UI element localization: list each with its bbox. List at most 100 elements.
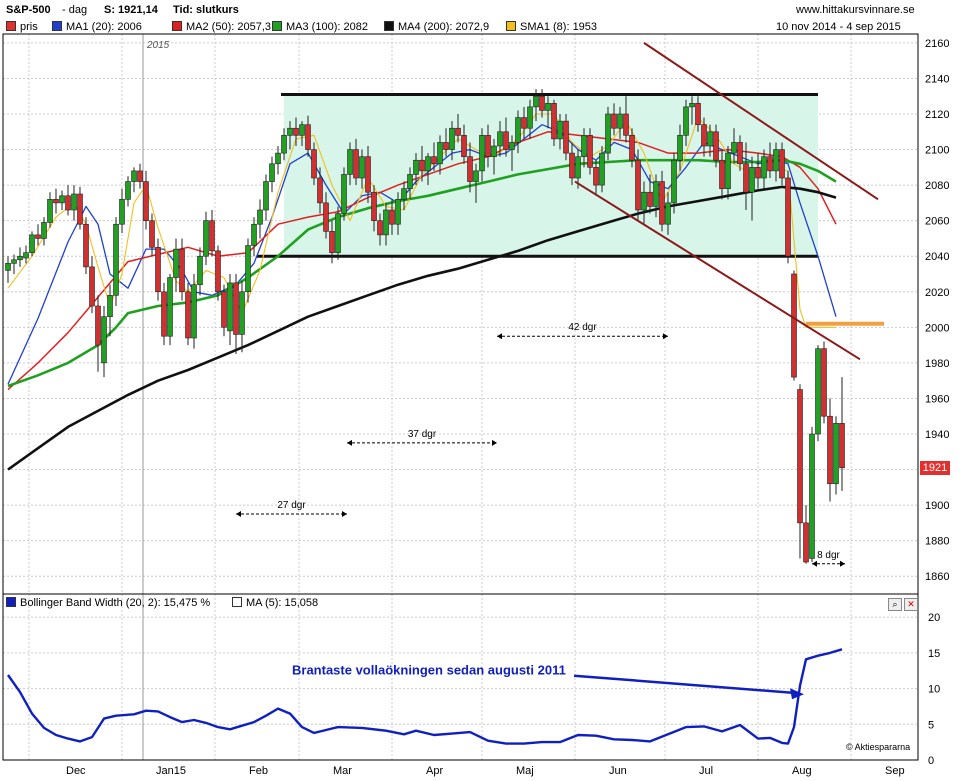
copyright-label: © Aktiespararna <box>846 742 911 752</box>
candle-body <box>665 202 671 225</box>
candle-body <box>749 167 755 193</box>
x-tick-label: Dec <box>66 765 86 777</box>
candle-body <box>347 149 353 175</box>
annotation-arrow <box>573 674 795 695</box>
legend-item-ma1: MA1 (20): 2006 <box>52 21 142 33</box>
candle-body <box>317 177 323 204</box>
candle-body <box>815 348 821 435</box>
legend-item-ma4: MA4 (200): 2072,9 <box>384 21 489 33</box>
candle-body <box>497 131 503 147</box>
legend-label: SMA1 (8): 1953 <box>520 21 598 33</box>
date-range-label: 10 nov 2014 - 4 sep 2015 <box>776 21 901 33</box>
close-icon[interactable]: ✕ <box>904 598 918 611</box>
legend-label: MA1 (20): 2006 <box>66 21 142 33</box>
y-tick-label: 2100 <box>925 145 949 157</box>
candle-body <box>185 291 191 339</box>
candle-body <box>335 213 341 253</box>
candle-body <box>581 135 587 157</box>
candle-body <box>419 159 425 172</box>
x-tick-label: Jul <box>699 765 713 777</box>
y-tick-label: 2000 <box>925 322 949 334</box>
candle-body <box>473 170 479 182</box>
website-label: www.hittakursvinnare.se <box>796 4 915 16</box>
y-tick-label: 1860 <box>925 571 949 583</box>
y-tick-label: 2120 <box>925 109 949 121</box>
period-label: - dag <box>62 4 88 16</box>
candle-body <box>47 199 53 223</box>
candle-body <box>761 156 767 179</box>
candle-body <box>641 191 647 211</box>
candle-body <box>743 163 749 193</box>
candle-body <box>503 131 509 150</box>
volatility-annotation: Brantaste vollaökningen sedan augusti 20… <box>292 662 566 677</box>
candle-body <box>269 163 275 182</box>
candle-body <box>71 193 77 211</box>
candle-body <box>149 220 155 248</box>
candle-body <box>305 124 311 150</box>
last-price-tag: 1921 <box>920 460 950 475</box>
candle-body <box>191 284 197 339</box>
candle-body <box>575 156 581 179</box>
candle-body <box>215 250 221 293</box>
y-tick-label: 10 <box>928 684 940 696</box>
candle-body <box>443 142 449 150</box>
bollinger-width-line <box>7 648 843 745</box>
candle-body <box>125 181 131 200</box>
candle-body <box>593 167 599 186</box>
candle-body <box>59 195 65 204</box>
symbol-label: S&P-500 <box>6 4 51 16</box>
candle-body <box>173 248 179 278</box>
candle-body <box>323 202 329 232</box>
candle-body <box>677 135 683 161</box>
candle-body <box>539 95 545 111</box>
candle-body <box>509 142 515 150</box>
arrow-head <box>663 333 668 340</box>
candle-body <box>437 142 443 165</box>
candle-body <box>341 174 347 214</box>
annotation-arrow-head <box>790 688 804 700</box>
x-tick-label: Maj <box>516 765 534 777</box>
candle-body <box>311 149 317 179</box>
candle-body <box>689 103 695 108</box>
y-tick-label: 20 <box>928 612 940 624</box>
legend-label: pris <box>20 21 38 33</box>
x-tick-label: Feb <box>249 765 268 777</box>
candle-body <box>407 174 413 189</box>
candle-body <box>719 159 725 189</box>
candle-body <box>113 223 119 296</box>
x-tick-label: Mar <box>333 765 352 777</box>
candle-body <box>755 167 761 179</box>
candle-body <box>293 127 299 136</box>
y-tick-label: 2160 <box>925 38 949 50</box>
arrow-head <box>492 439 497 446</box>
candle-body <box>461 135 467 157</box>
candle-body <box>413 159 419 175</box>
candle-body <box>773 149 779 172</box>
candle-body <box>29 234 35 253</box>
candle-body <box>545 103 551 111</box>
candle-body <box>557 120 563 140</box>
y-tick-label: 2140 <box>925 73 949 85</box>
candle-body <box>527 106 533 129</box>
channel-upper-line <box>643 42 879 201</box>
arrow-head <box>840 560 845 567</box>
duration-label: 8 dgr <box>817 550 840 561</box>
candle-body <box>17 255 23 261</box>
candle-body <box>515 117 521 143</box>
candle-body <box>467 156 473 182</box>
y-tick-label: 0 <box>928 755 934 767</box>
y-tick-label: 1980 <box>925 358 949 370</box>
candle-body <box>455 127 461 136</box>
candle-body <box>563 120 569 154</box>
candle-body <box>737 142 743 165</box>
duration-label: 42 dgr <box>568 322 597 333</box>
candle-body <box>833 423 839 485</box>
zoom-icon[interactable]: ⌕ <box>888 598 902 611</box>
candle-body <box>353 149 359 179</box>
candle-body <box>827 415 833 485</box>
candle-body <box>281 135 287 154</box>
candle-body <box>803 522 809 563</box>
candle-body <box>275 152 281 165</box>
candle-body <box>839 423 845 469</box>
candle-body <box>767 156 773 172</box>
